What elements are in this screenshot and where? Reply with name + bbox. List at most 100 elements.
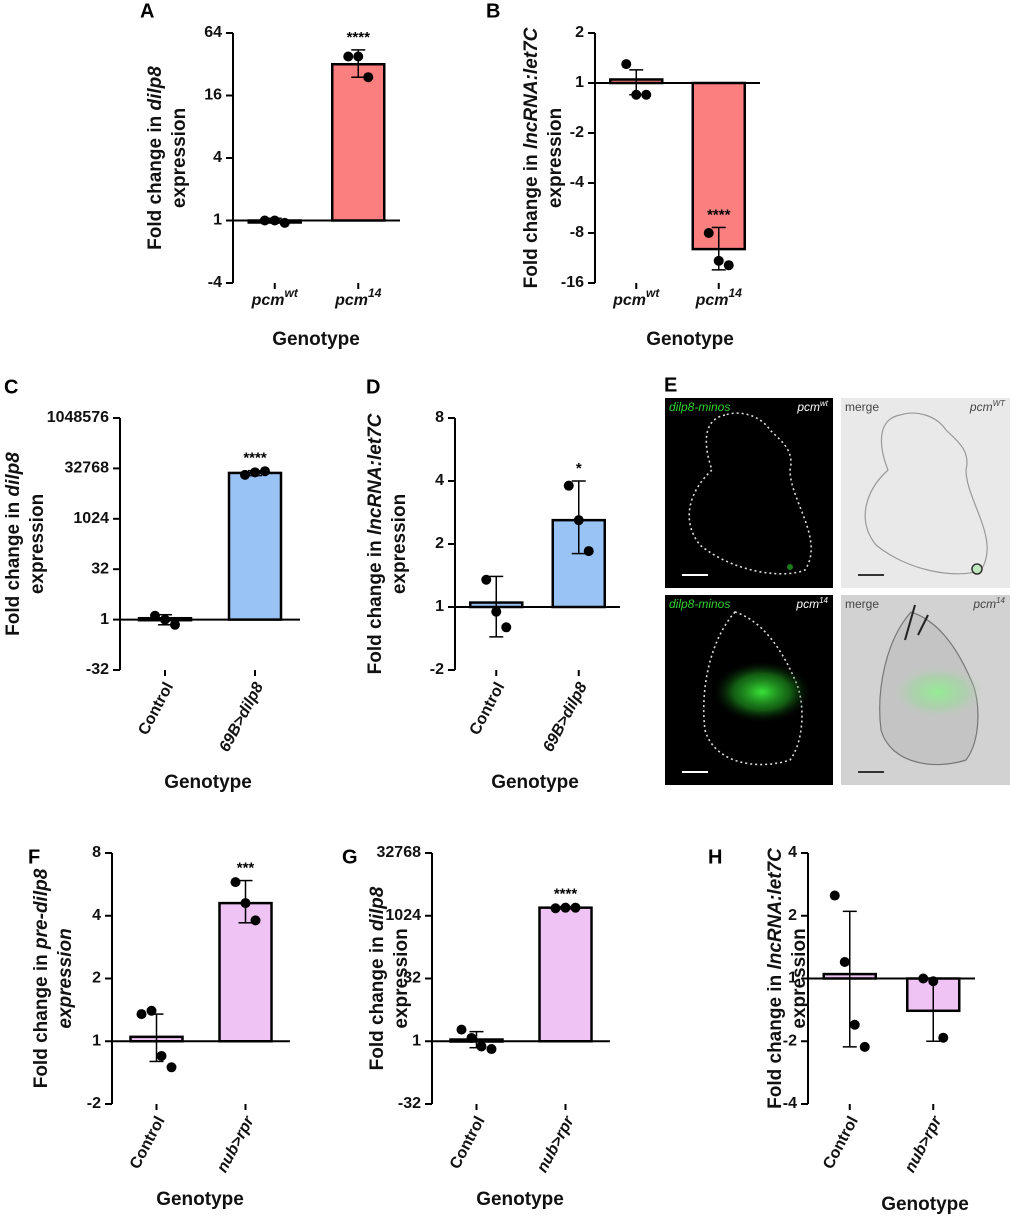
x-tick-label: nub>rpr [902, 1113, 946, 1175]
label-part: lncRNA:let7C [365, 413, 386, 535]
x-tick-label: 69B>dilp8 [217, 680, 268, 755]
micrograph [841, 398, 1010, 588]
x-axis-label: Genotype [646, 329, 734, 350]
y-tick-label: 32 [91, 560, 109, 577]
data-point [146, 1005, 157, 1016]
label-part: expression [389, 494, 410, 594]
label-part: expression [545, 108, 566, 208]
label-part: Control [467, 680, 509, 738]
x-tick-label: Control [447, 1114, 489, 1172]
significance: * [576, 460, 582, 477]
x-tick-label: Control [467, 680, 509, 738]
bar [691, 81, 746, 251]
data-point [839, 956, 850, 967]
data-point [938, 1032, 949, 1043]
y-tick-label: 64 [204, 24, 222, 41]
micrograph [665, 398, 833, 588]
y-tick-label: 1 [100, 611, 109, 628]
x-axis-label: Genotype [156, 1189, 244, 1210]
data-point [563, 480, 574, 491]
x-axis-label: Genotype [164, 772, 252, 793]
data-point [703, 228, 714, 238]
label-part: pre-dilp8 [31, 868, 52, 950]
data-point [560, 902, 571, 913]
label-part: Fold change in [3, 497, 24, 636]
data-point [136, 1009, 147, 1020]
y-tick-label: 1 [435, 598, 444, 615]
panel-label: F [28, 846, 40, 868]
debris [904, 604, 929, 641]
y-tick-label: -4 [783, 1095, 797, 1112]
label-part: dilp8 [3, 452, 24, 497]
tissue-outline [688, 412, 812, 575]
fluorescence [890, 664, 986, 720]
data-point [641, 89, 652, 100]
x-tick-label: nub>rpr [534, 1113, 578, 1175]
data-point [573, 515, 584, 526]
y-axis-label: Fold change in lncRNA:let7Cexpression [365, 413, 410, 674]
y-axis-label-line: Fold change in pre-dilp8 [31, 868, 52, 1088]
y-tick-label: 32 [403, 970, 421, 987]
data-point [550, 903, 561, 914]
y-tick-label: 16 [204, 87, 222, 104]
y-tick-label: 4 [213, 149, 222, 166]
channel-label: merge [845, 597, 879, 611]
x-tick-label: Control [820, 1114, 862, 1172]
y-tick-label: -2 [570, 124, 584, 141]
label-part: dilp8 [145, 66, 166, 111]
data-point [250, 467, 260, 478]
label-part: nub>rpr [534, 1113, 578, 1175]
y-tick-label: 4 [788, 844, 797, 861]
y-axis-label-line: Fold change in lncRNA:let7C [521, 27, 542, 288]
bar [227, 471, 283, 621]
bar [218, 901, 273, 1043]
data-point [170, 619, 180, 630]
y-tick-label: 1024 [73, 510, 109, 527]
significance: *** [237, 860, 255, 877]
y-axis-label: Fold change in lncRNA:let7Cexpression [521, 27, 566, 288]
label-part: Control [136, 680, 178, 738]
data-point [250, 915, 261, 926]
data-point [476, 1041, 487, 1052]
label-part: Control [820, 1114, 862, 1172]
y-axis-label-line: expression [55, 928, 76, 1028]
label-part: pcm [695, 292, 729, 309]
x-tick-label: 69B>dilp8 [540, 680, 591, 755]
y-tick-label: 2 [575, 24, 584, 41]
y-tick-label: 1 [92, 1032, 101, 1049]
tissue-outline [702, 611, 803, 766]
panel-label: G [342, 846, 358, 868]
label-part: Fold change in [367, 931, 388, 1070]
y-tick-label: 8 [92, 844, 101, 861]
label-part: wt [285, 286, 299, 300]
genotype-label: pcm14 [972, 596, 1005, 612]
x-tick-label: pcmwt [612, 286, 660, 309]
label-part: 69B>dilp8 [540, 680, 591, 755]
data-point [456, 1024, 467, 1035]
panel-label: E [664, 374, 677, 396]
y-tick-label: 32768 [377, 844, 422, 861]
y-tick-label: 2 [435, 535, 444, 552]
y-axis-label: Fold change in dilp8expression [3, 452, 48, 636]
data-point [166, 1062, 177, 1073]
y-tick-label: 1 [412, 1032, 421, 1049]
y-tick-label: -16 [561, 274, 584, 291]
x-tick-label: Control [127, 1114, 169, 1172]
panel-label: C [4, 376, 18, 398]
data-point [713, 255, 724, 266]
y-axis-label-line: expression [789, 928, 810, 1028]
x-axis-label: Genotype [881, 1194, 969, 1215]
label-part: 14 [729, 286, 743, 300]
y-axis-label: Fold change in dilp8expression [367, 886, 412, 1070]
label-part: pcm [334, 292, 368, 309]
label-part: Fold change in [365, 535, 386, 674]
x-tick-label: pcm14 [695, 286, 743, 309]
data-point [859, 1041, 870, 1052]
fluorescence [714, 662, 810, 722]
label-part: pcm [612, 292, 646, 309]
label-part: Fold change in [31, 949, 52, 1088]
y-axis-label-line: expression [545, 108, 566, 208]
x-tick-label: nub>rpr [214, 1113, 258, 1175]
label-part: lncRNA:let7C [521, 27, 542, 149]
